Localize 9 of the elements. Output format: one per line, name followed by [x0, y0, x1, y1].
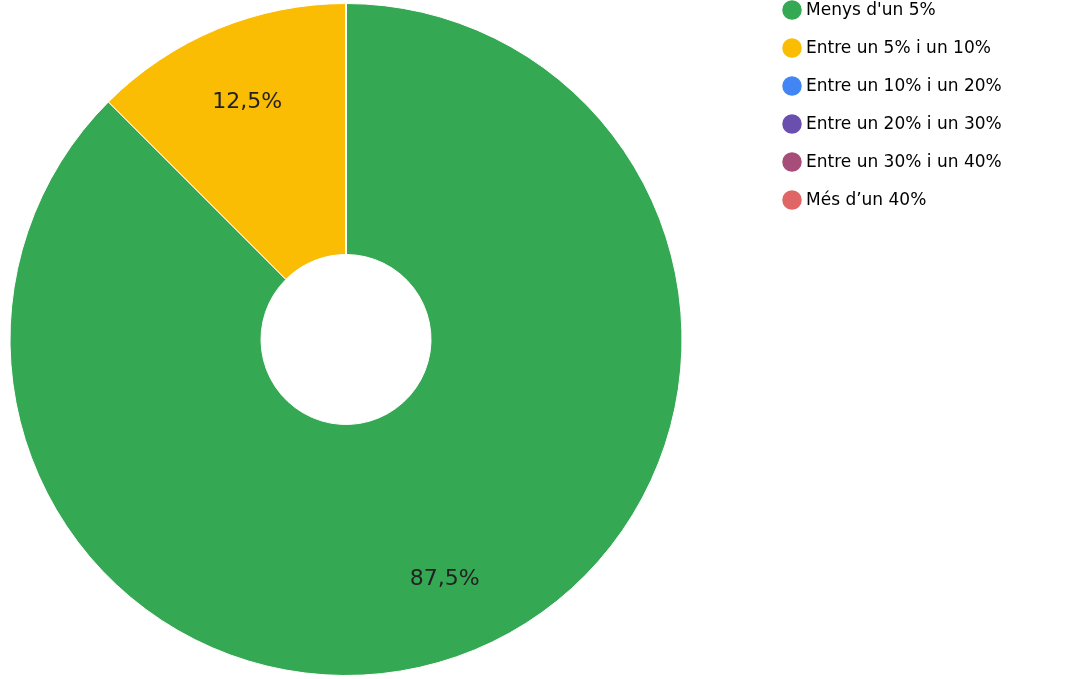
legend-label: Entre un 30% i un 40%: [806, 151, 1002, 171]
data-label: 87,5%: [409, 564, 480, 590]
donut-slice: [9, 3, 683, 676]
legend-label: Entre un 20% i un 30%: [806, 113, 1002, 133]
legend-label: Entre un 5% i un 10%: [806, 37, 991, 57]
legend-label: Menys d'un 5%: [806, 0, 936, 19]
legend-label: Entre un 10% i un 20%: [806, 75, 1002, 95]
legend-label: Més d’un 40%: [806, 189, 927, 209]
data-label: 12,5%: [212, 88, 283, 114]
